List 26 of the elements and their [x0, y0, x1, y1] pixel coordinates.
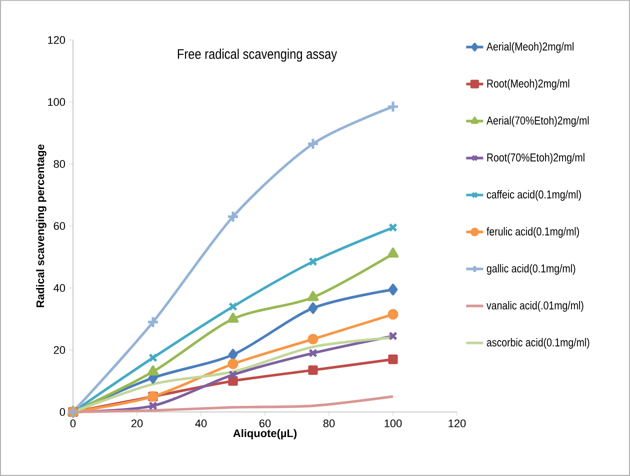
x-axis-title: Aliquote(µL)	[233, 429, 297, 440]
legend-label: Aerial(Meoh)2mg/ml	[486, 42, 574, 53]
legend-label: ascorbic acid(0.1mg/ml)	[486, 338, 590, 349]
x-tick-label: 60	[259, 420, 271, 428]
legend-label: Root(Meoh)2mg/ml	[487, 79, 570, 90]
legend-label: gallic acid(0.1mg/ml)	[486, 264, 576, 275]
x-tick-label: 20	[131, 420, 143, 428]
x-tick-label: 0	[70, 420, 76, 428]
x-tick-label: 40	[195, 420, 207, 428]
y-tick-label: 20	[54, 346, 66, 354]
legend-label: vanalic acid(.01mg/ml)	[486, 301, 584, 312]
y-tick-label: 80	[54, 160, 66, 168]
y-axis-title: Radical scavenging percentage	[36, 144, 46, 308]
x-tick-label: 80	[323, 420, 335, 428]
y-tick-label: 60	[54, 222, 66, 230]
legend-label: Aerial(70%Etoh)2mg/ml	[486, 116, 589, 127]
y-tick-label: 120	[48, 36, 66, 44]
y-tick-label: 0	[60, 408, 66, 416]
x-tick-label: 120	[448, 420, 466, 428]
y-tick-label: 40	[54, 284, 66, 292]
x-tick-label: 100	[384, 420, 402, 428]
text: Free radical scavenging assay	[178, 48, 338, 62]
y-tick-label: 100	[48, 98, 66, 106]
legend-label: ferulic acid(0.1mg/ml)	[486, 227, 579, 238]
legend-label: Root(70%Etoh)2mg/ml	[487, 153, 584, 164]
legend-label: caffeic acid(0.1mg/ml)	[486, 190, 581, 201]
